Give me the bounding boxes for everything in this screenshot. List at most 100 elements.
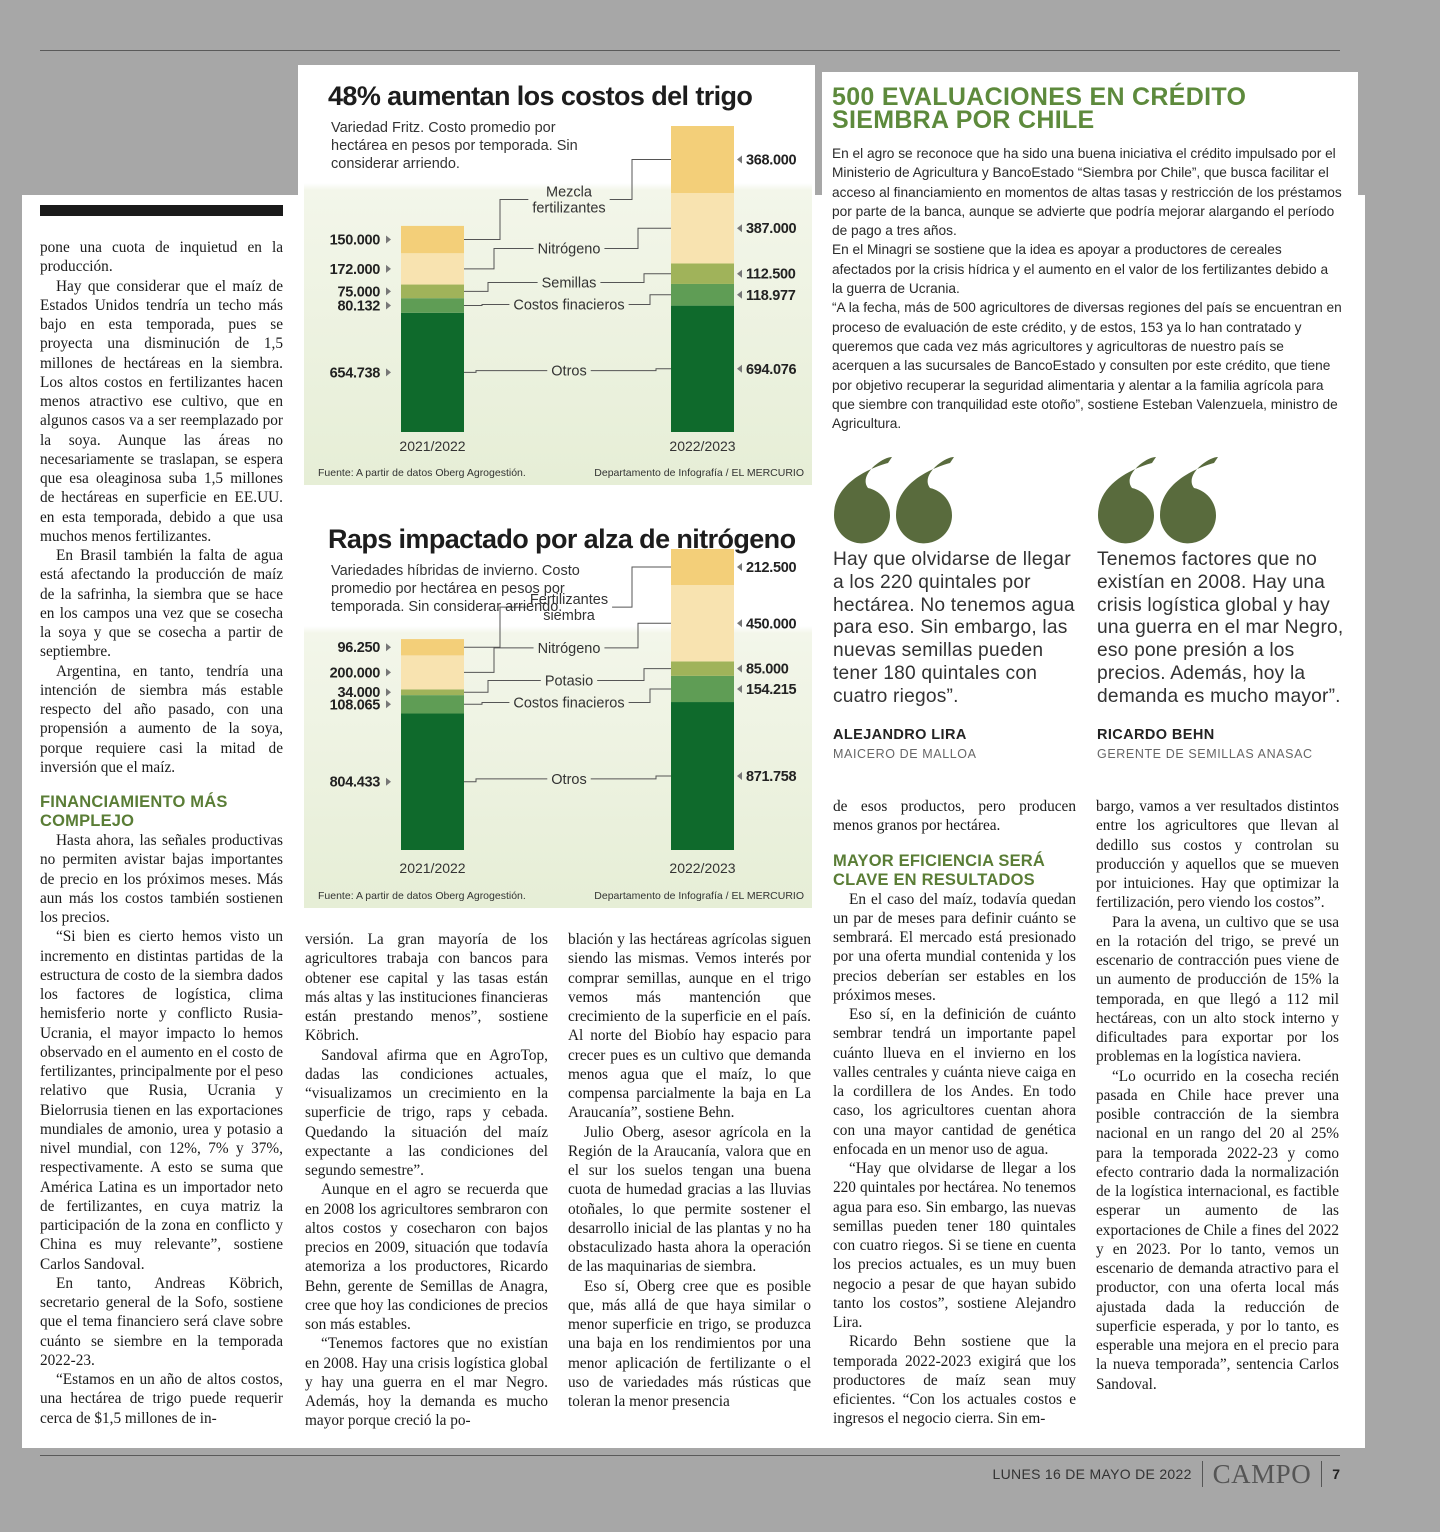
chart-title: Raps impactado por alza de nitrógeno [328, 524, 796, 554]
paragraph: “Hay que olvidarse de llegar a los 220 q… [833, 1160, 1076, 1331]
quote-author: ALEJANDRO LIRA [833, 726, 967, 743]
sidebar-body: En el agro se reconoce que ha sido una b… [832, 144, 1342, 433]
pointer [386, 301, 391, 310]
pointer [386, 643, 391, 652]
bar-segment [671, 675, 734, 703]
bar-segment [401, 695, 464, 714]
pointer [386, 368, 391, 377]
connector [590, 775, 671, 780]
page-number: 7 [1332, 1466, 1340, 1482]
x-tick-label: 2022/2023 [669, 860, 735, 876]
connector [604, 622, 671, 649]
value-label: 387.000 [746, 221, 797, 237]
chart-panel: 654.738 80.132 75.000 172.000 150.000 2021/20… [304, 65, 812, 485]
paragraph: Argentina, en tanto, tendría una intenci… [40, 662, 283, 776]
source: Fuente: A partir de datos Oberg Agrogest… [318, 467, 526, 479]
connector [464, 606, 526, 648]
top-rule [40, 50, 1340, 51]
connector [628, 294, 671, 306]
paragraph: En Brasil también la falta de agua está … [40, 547, 283, 661]
x-tick-label: 2022/2023 [669, 438, 735, 454]
pointer [737, 563, 742, 572]
quote-text: Tenemos factores que no existían en 2008… [1097, 549, 1344, 707]
paragraph: de esos productos, pero producen menos g… [833, 798, 1076, 835]
separator [1201, 1461, 1203, 1487]
value-label: 150.000 [330, 233, 381, 249]
paragraph: blación y las hectáreas agrícolas siguen… [568, 931, 811, 1122]
paragraph: “Si bien es cierto hemos visto un increm… [40, 928, 283, 1273]
pointer [737, 155, 742, 164]
bar-segment [401, 253, 464, 285]
paragraph: Hay que considerar que el maíz de Estado… [40, 277, 283, 545]
connector [464, 679, 541, 693]
pointer [386, 668, 391, 677]
paragraph: En tanto, Andreas Köbrich, secretario ge… [40, 1274, 283, 1369]
bar-segment [671, 549, 734, 586]
text-column: pone una cuota de inquietud en la produc… [40, 238, 283, 1433]
paragraph: versión. La gran mayoría de los agricult… [305, 931, 548, 1045]
paragraph: “Tenemos factores que no existían en 200… [305, 1335, 548, 1430]
footer-section: CAMPO [1212, 1458, 1312, 1489]
bar-segment [401, 312, 464, 432]
connector [464, 282, 538, 292]
connector [597, 668, 671, 681]
legend-label: Otros [551, 364, 586, 380]
pointer [737, 684, 742, 693]
quote-role: MAICERO DE MALLOA [833, 746, 977, 761]
paragraph: Ricardo Behn sostiene que la temporada 2… [833, 1333, 1076, 1428]
value-label: 368.000 [746, 153, 797, 169]
quote-text: Hay que olvidarse de llegar a los 220 qu… [833, 549, 1075, 707]
pointer [737, 664, 742, 673]
quote: Tenemos factores que no existían en 2008… [1097, 455, 1345, 761]
quote-glyph [1097, 457, 1156, 544]
connector [604, 227, 671, 250]
text-column: blación y las hectáreas agrícolas siguen… [568, 930, 811, 1435]
connector [600, 273, 671, 284]
connector [612, 566, 671, 608]
paragraph: Eso sí, en la definición de cuánto sembr… [833, 1006, 1076, 1158]
connector [464, 248, 534, 270]
sidebar: 500 EVALUACIONES EN CRÉDITO SIEMBRA POR … [832, 83, 1342, 433]
quote: Hay que olvidarse de llegar a los 220 qu… [833, 455, 1081, 761]
column-bar [40, 205, 283, 216]
quote-role: GERENTE DE SEMILLAS ANASAC [1097, 746, 1313, 761]
chart-panel: 804.433 108.065 34.000 200.000 96.250 2021/20… [304, 508, 812, 908]
connector [464, 199, 529, 241]
pointer [737, 619, 742, 628]
paragraph: Para la avena, un cultivo que se usa en … [1096, 913, 1339, 1066]
paragraph: bargo, vamos a ver resultados distintos … [1096, 798, 1339, 912]
paragraph: “Estamos en un año de altos costos, una … [40, 1371, 283, 1427]
value-label: 871.758 [746, 769, 797, 785]
paragraph: En el caso del maíz, todavía quedan un p… [833, 890, 1076, 1004]
paragraph: En el Minagri se sostiene que la idea es… [832, 242, 1329, 297]
bar-segment [671, 305, 734, 432]
connector [464, 304, 510, 306]
paragraph: Julio Oberg, asesor agrícola en la Regió… [568, 1123, 811, 1276]
connector [464, 647, 534, 673]
pointer [737, 224, 742, 233]
bar-segment [671, 585, 734, 662]
value-label: 96.250 [337, 640, 380, 656]
pointer [386, 235, 391, 244]
footer-date: LUNES 16 DE MAYO DE 2022 [992, 1466, 1192, 1482]
paragraph: Aunque en el agro se recuerda que en 200… [305, 1181, 548, 1333]
x-tick-label: 2021/2022 [399, 860, 465, 876]
bar-segment [671, 702, 734, 850]
sidebar-box [822, 72, 1358, 202]
sidebar-title: 500 EVALUACIONES EN CRÉDITO SIEMBRA POR … [832, 83, 1247, 134]
pointer [737, 290, 742, 299]
pointer [386, 700, 391, 709]
quote-glyph [833, 457, 892, 544]
connector [628, 688, 671, 703]
legend-label: Mezcla fertilizantes [532, 185, 605, 217]
value-label: 694.076 [746, 362, 797, 378]
bar-segment [401, 689, 464, 696]
bar-segment [401, 639, 464, 656]
text-column: bargo, vamos a ver resultados distintos … [1096, 797, 1339, 1437]
bar-segment [401, 713, 464, 850]
bar-segment [401, 225, 464, 254]
value-label: 450.000 [746, 616, 797, 632]
